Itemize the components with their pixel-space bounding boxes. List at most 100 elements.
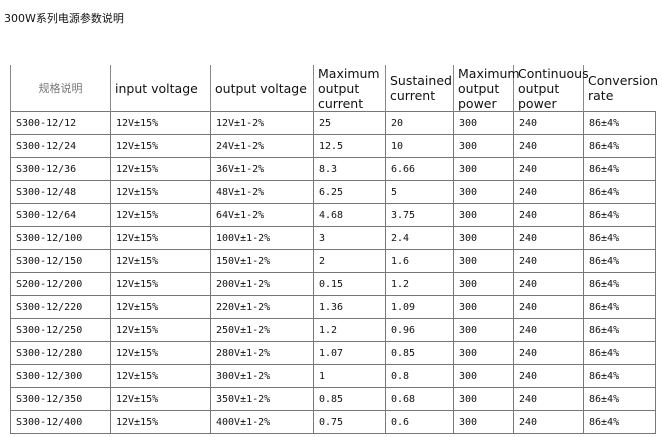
table-cell: 86±4% [583, 180, 656, 204]
table-cell: 300 [453, 180, 514, 204]
table-cell: 12V±15% [110, 111, 211, 135]
table-cell: S300-12/12 [10, 111, 111, 135]
table-row: S300-12/64 12V±15% 64V±1-2% 4.68 3.75 300 240 8… [10, 203, 656, 227]
table-cell: 86±4% [583, 272, 656, 296]
table-cell: 350V±1-2% [210, 387, 314, 411]
table-cell: 300 [453, 364, 514, 388]
table-cell: 12V±15% [110, 272, 211, 296]
table-cell: 300 [453, 341, 514, 365]
table-cell: S300-12/36 [10, 157, 111, 181]
table-cell: 86±4% [583, 134, 656, 158]
table-cell: 250V±1-2% [210, 318, 314, 342]
table-cell: S300-12/64 [10, 203, 111, 227]
table-cell: 100V±1-2% [210, 226, 314, 250]
table-cell: 240 [513, 249, 584, 273]
table-cell: 240 [513, 341, 584, 365]
table-cell: 12.5 [313, 134, 386, 158]
table-cell: 0.15 [313, 272, 386, 296]
spec-table: 规格说明 input voltage output voltage Maximum o… [10, 65, 658, 434]
table-cell: S300-12/24 [10, 134, 111, 158]
table-cell: 240 [513, 272, 584, 296]
table-cell: 86±4% [583, 318, 656, 342]
table-cell: 300 [453, 134, 514, 158]
table-cell: 2 [313, 249, 386, 273]
table-cell: 12V±1-2% [210, 111, 314, 135]
table-cell: 12V±15% [110, 387, 211, 411]
table-cell: 0.85 [385, 341, 454, 365]
table-row: S300-12/150 12V±15% 150V±1-2% 2 1.6 300 240 86±… [10, 249, 656, 273]
table-cell: 300 [453, 318, 514, 342]
table-cell: 36V±1-2% [210, 157, 314, 181]
header-cell: Continuous output power [513, 65, 589, 112]
table-row: S300-12/300 12V±15% 300V±1-2% 1 0.8 300 240 86±… [10, 364, 656, 388]
table-cell: 0.8 [385, 364, 454, 388]
table-row: S300-12/36 12V±15% 36V±1-2% 8.3 6.66 300 240 86… [10, 157, 656, 181]
table-cell: S300-12/220 [10, 295, 111, 319]
table-cell: 25 [313, 111, 386, 135]
table-cell: 240 [513, 364, 584, 388]
table-cell: 240 [513, 157, 584, 181]
table-cell: S300-12/350 [10, 387, 111, 411]
table-cell: 240 [513, 295, 584, 319]
table-cell: 0.75 [313, 410, 386, 434]
table-cell: 400V±1-2% [210, 410, 314, 434]
table-row: S300-12/100 12V±15% 100V±1-2% 3 2.4 300 240 86±… [10, 226, 656, 250]
table-cell: 150V±1-2% [210, 249, 314, 273]
table-cell: S300-12/300 [10, 364, 111, 388]
table-cell: 64V±1-2% [210, 203, 314, 227]
table-cell: 12V±15% [110, 226, 211, 250]
table-cell: S300-12/280 [10, 341, 111, 365]
table-cell: 1.6 [385, 249, 454, 273]
table-cell: 240 [513, 318, 584, 342]
table-cell: 300 [453, 226, 514, 250]
table-cell: 12V±15% [110, 203, 211, 227]
header-cell: Sustained current [385, 65, 454, 112]
table-cell: 12V±15% [110, 318, 211, 342]
table-cell: S200-12/200 [10, 272, 111, 296]
table-cell: 280V±1-2% [210, 341, 314, 365]
table-cell: 86±4% [583, 249, 656, 273]
table-cell: 86±4% [583, 111, 656, 135]
table-cell: 86±4% [583, 203, 656, 227]
table-cell: 12V±15% [110, 364, 211, 388]
table-cell: 0.96 [385, 318, 454, 342]
table-cell: 86±4% [583, 226, 656, 250]
table-cell: 86±4% [583, 410, 656, 434]
table-cell: 3.75 [385, 203, 454, 227]
table-row: S300-12/220 12V±15% 220V±1-2% 1.36 1.09 300 24… [10, 295, 656, 319]
table-cell: 10 [385, 134, 454, 158]
table-cell: 8.3 [313, 157, 386, 181]
header-cell: Conversion rate [583, 65, 658, 112]
table-cell: 300V±1-2% [210, 364, 314, 388]
table-cell: 300 [453, 157, 514, 181]
table-cell: 300 [453, 272, 514, 296]
table-cell: 86±4% [583, 295, 656, 319]
table-cell: 1.09 [385, 295, 454, 319]
table-cell: 24V±1-2% [210, 134, 314, 158]
table-cell: 300 [453, 387, 514, 411]
header-cell: input voltage [110, 65, 211, 112]
table-cell: S300-12/100 [10, 226, 111, 250]
table-cell: 240 [513, 410, 584, 434]
table-cell: 240 [513, 387, 584, 411]
table-cell: 240 [513, 226, 584, 250]
table-cell: 300 [453, 203, 514, 227]
table-cell: 48V±1-2% [210, 180, 314, 204]
table-cell: 12V±15% [110, 134, 211, 158]
table-cell: 1 [313, 364, 386, 388]
table-cell: 1.2 [313, 318, 386, 342]
table-cell: 12V±15% [110, 341, 211, 365]
table-cell: 12V±15% [110, 410, 211, 434]
table-cell: 20 [385, 111, 454, 135]
table-cell: 220V±1-2% [210, 295, 314, 319]
table-cell: 300 [453, 410, 514, 434]
table-cell: 300 [453, 249, 514, 273]
table-cell: 240 [513, 111, 584, 135]
table-cell: S300-12/48 [10, 180, 111, 204]
table-cell: 86±4% [583, 157, 656, 181]
table-row: S300-12/24 12V±15% 24V±1-2% 12.5 10 300 240 86±… [10, 134, 656, 158]
table-row: S300-12/350 12V±15% 350V±1-2% 0.85 0.68 300 24… [10, 387, 656, 411]
table-row: S300-12/250 12V±15% 250V±1-2% 1.2 0.96 300 240… [10, 318, 656, 342]
table-body: S300-12/12 12V±15% 12V±1-2% 25 20 300 240 86±4%… [10, 111, 656, 434]
